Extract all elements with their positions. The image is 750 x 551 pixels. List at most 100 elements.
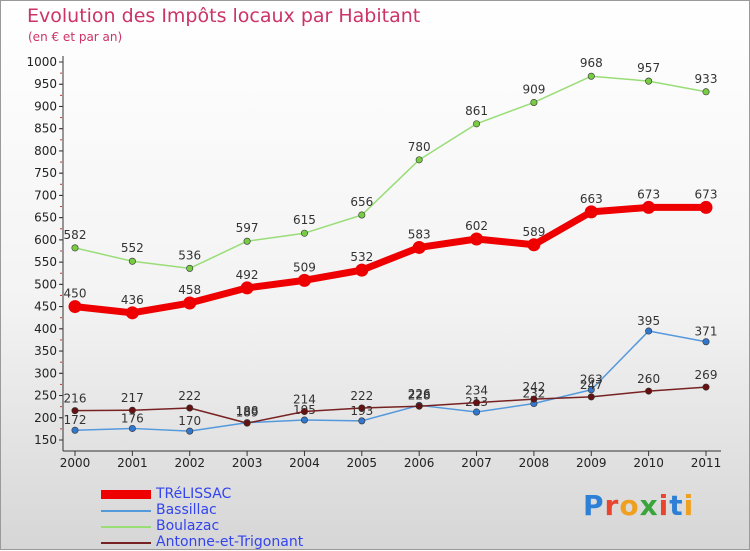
legend-label: Boulazac — [156, 518, 220, 534]
data-label-trelissac: 589 — [522, 225, 545, 239]
proxiti-logo: Proxiti — [583, 489, 694, 522]
data-point-trelissac — [297, 273, 311, 287]
legend-label: TRéLISSAC — [156, 486, 232, 502]
data-label-trelissac: 458 — [178, 283, 201, 297]
data-label-antonne-et-trigonant: 269 — [695, 368, 718, 382]
y-tick-label: 800 — [34, 144, 57, 158]
logo-letter: r — [604, 489, 620, 522]
y-tick-label: 350 — [34, 344, 57, 358]
data-label-antonne-et-trigonant: 216 — [64, 392, 87, 406]
y-tick-label: 750 — [34, 166, 57, 180]
data-point-bassillac — [128, 424, 136, 432]
data-label-antonne-et-trigonant: 234 — [465, 384, 488, 398]
data-label-boulazac: 861 — [465, 104, 488, 118]
data-label-trelissac: 663 — [580, 192, 603, 206]
logo-letter: x — [639, 489, 659, 522]
y-tick-label: 1000 — [26, 55, 57, 69]
x-tick-label: 2011 — [691, 456, 722, 470]
data-label-bassillac: 176 — [121, 411, 144, 425]
data-point-trelissac — [699, 200, 713, 214]
data-label-bassillac: 228 — [408, 388, 431, 402]
data-label-antonne-et-trigonant: 226 — [408, 387, 431, 401]
data-label-trelissac: 509 — [293, 260, 316, 274]
series-line-bassillac — [74, 330, 707, 432]
y-tick-label: 250 — [34, 389, 57, 403]
data-label-boulazac: 536 — [178, 248, 201, 262]
data-label-boulazac: 957 — [637, 61, 660, 75]
chart-subtitle: (en € et par an) — [28, 30, 123, 44]
series-line-antonne-et-trigonant — [74, 386, 707, 424]
data-point-boulazac — [587, 72, 595, 80]
data-label-boulazac: 656 — [350, 195, 373, 209]
y-tick-label: 850 — [34, 122, 57, 136]
data-point-bassillac — [71, 426, 79, 434]
data-label-antonne-et-trigonant: 247 — [580, 378, 603, 392]
data-label-bassillac: 371 — [695, 325, 718, 339]
data-point-boulazac — [473, 120, 481, 128]
data-label-antonne-et-trigonant: 242 — [522, 380, 545, 394]
data-label-antonne-et-trigonant: 260 — [637, 372, 660, 386]
data-label-bassillac: 170 — [178, 414, 201, 428]
x-tick-label: 2007 — [461, 456, 492, 470]
logo-letter: t — [669, 489, 684, 522]
data-point-antonne-et-trigonant — [645, 387, 653, 395]
data-label-boulazac: 615 — [293, 213, 316, 227]
logo-letter: i — [658, 489, 670, 522]
data-label-boulazac: 968 — [580, 56, 603, 70]
data-point-antonne-et-trigonant — [300, 408, 308, 416]
data-point-bassillac — [587, 386, 595, 394]
data-point-trelissac — [68, 300, 82, 314]
y-tick-label: 700 — [34, 188, 57, 202]
data-point-antonne-et-trigonant — [415, 402, 423, 410]
data-point-trelissac — [183, 296, 197, 310]
y-tick-label: 300 — [34, 366, 57, 380]
data-point-boulazac — [702, 88, 710, 96]
data-point-antonne-et-trigonant — [530, 395, 538, 403]
y-tick-label: 600 — [34, 233, 57, 247]
y-tick-label: 200 — [34, 411, 57, 425]
y-tick-label: 900 — [34, 99, 57, 113]
data-label-antonne-et-trigonant: 188 — [236, 404, 259, 418]
legend-swatch — [101, 510, 151, 512]
data-label-trelissac: 602 — [465, 219, 488, 233]
data-point-boulazac — [358, 211, 366, 219]
legend-swatch — [101, 490, 151, 499]
x-tick-label: 2004 — [289, 456, 320, 470]
data-point-trelissac — [240, 281, 254, 295]
x-tick-label: 2010 — [633, 456, 664, 470]
data-label-antonne-et-trigonant: 217 — [121, 391, 144, 405]
data-point-trelissac — [125, 306, 139, 320]
data-label-boulazac: 909 — [522, 82, 545, 96]
data-label-trelissac: 673 — [637, 187, 660, 201]
data-point-trelissac — [584, 205, 598, 219]
data-point-trelissac — [470, 232, 484, 246]
data-label-trelissac: 436 — [121, 293, 144, 307]
data-point-boulazac — [128, 257, 136, 265]
data-point-antonne-et-trigonant — [186, 404, 194, 412]
data-label-boulazac: 552 — [121, 241, 144, 255]
data-label-bassillac: 263 — [580, 373, 603, 387]
logo-letter: P — [583, 489, 605, 522]
data-point-boulazac — [530, 98, 538, 106]
data-label-bassillac: 395 — [637, 314, 660, 328]
data-point-boulazac — [243, 237, 251, 245]
data-point-bassillac — [358, 417, 366, 425]
data-label-boulazac: 597 — [236, 221, 259, 235]
data-label-antonne-et-trigonant: 222 — [178, 389, 201, 403]
y-tick-label: 950 — [34, 77, 57, 91]
y-tick-label: 550 — [34, 255, 57, 269]
legend-label: Bassillac — [156, 502, 217, 518]
data-label-boulazac: 933 — [695, 72, 718, 86]
data-label-trelissac: 583 — [408, 227, 431, 241]
logo-letter: i — [683, 489, 695, 522]
y-tick-label: 400 — [34, 322, 57, 336]
data-label-boulazac: 780 — [408, 140, 431, 154]
data-label-trelissac: 673 — [695, 187, 718, 201]
data-label-bassillac: 232 — [522, 387, 545, 401]
data-point-trelissac — [412, 240, 426, 254]
data-label-antonne-et-trigonant: 214 — [293, 393, 316, 407]
x-tick-label: 2006 — [404, 456, 435, 470]
data-point-trelissac — [527, 238, 541, 252]
data-point-boulazac — [415, 156, 423, 164]
